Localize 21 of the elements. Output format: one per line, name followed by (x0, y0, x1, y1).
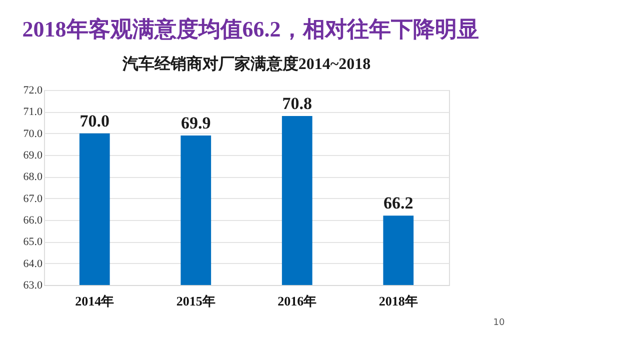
x-tick-label: 2014年 (75, 294, 114, 308)
chart-subtitle: 汽车经销商对厂家满意度2014~2018 (121, 54, 371, 73)
y-tick-label: 70.0 (23, 128, 43, 140)
y-tick-label: 67.0 (23, 192, 43, 205)
y-tick-label: 68.0 (23, 171, 43, 184)
y-tick-label: 71.0 (23, 106, 43, 118)
y-tick-label: 64.0 (23, 258, 43, 270)
data-label: 70.0 (80, 111, 110, 130)
y-tick-label: 66.0 (23, 214, 43, 226)
x-tick-label: 2016年 (278, 294, 317, 308)
x-tick-label: 2015年 (176, 294, 216, 308)
data-label: 69.9 (181, 114, 211, 132)
y-tick-label: 65.0 (23, 236, 43, 248)
x-tick-label: 2018年 (378, 294, 418, 308)
data-label: 70.8 (282, 94, 312, 113)
y-tick-label: 72.0 (23, 84, 43, 96)
data-label: 66.2 (384, 194, 414, 213)
y-tick-label: 63.0 (23, 280, 43, 292)
chart-title: 2018年客观满意度均值66.2，相对往年下降明显 (22, 16, 479, 42)
y-tick-label: 69.0 (23, 150, 43, 162)
text: 10 (493, 318, 505, 328)
